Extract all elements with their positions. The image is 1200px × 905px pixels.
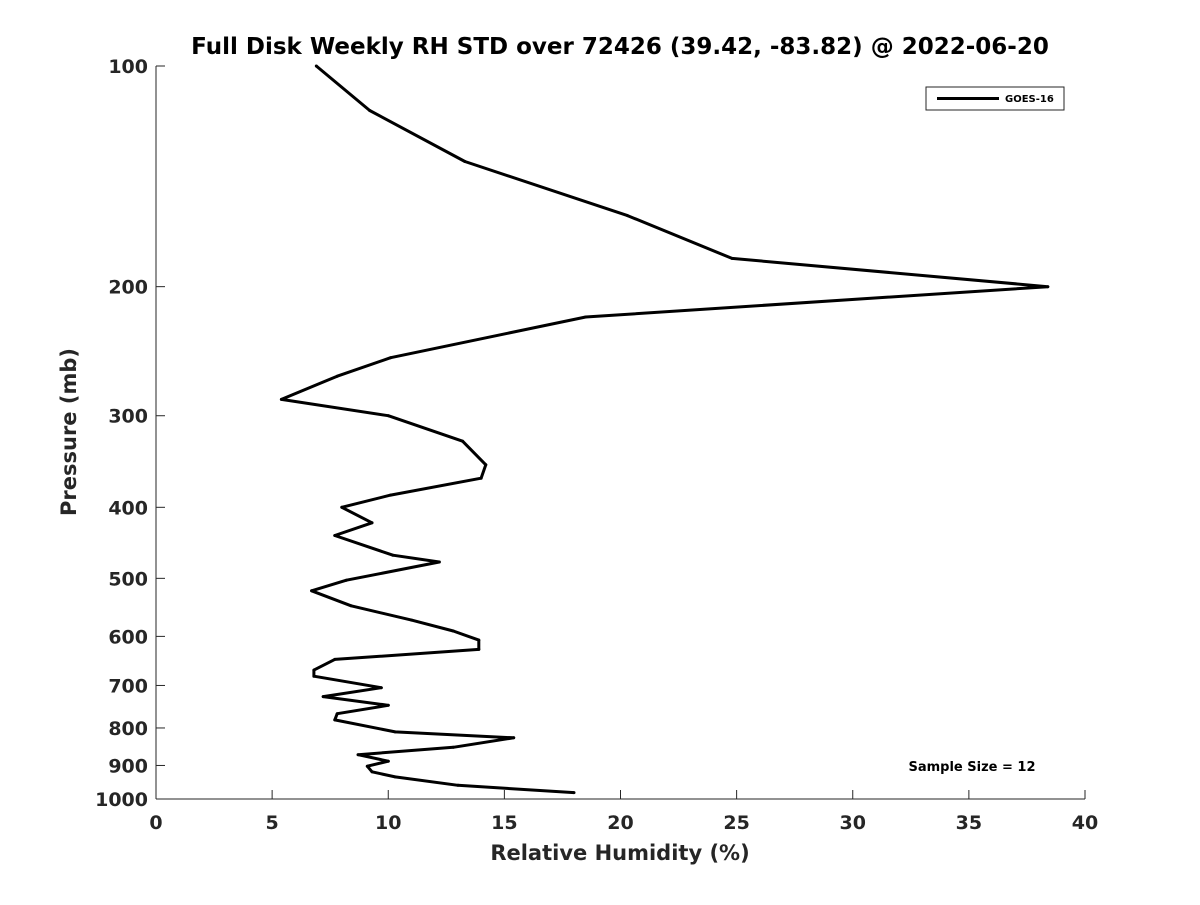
- data-point: [279, 397, 283, 401]
- data-point: [391, 553, 395, 557]
- x-tick-label: 25: [723, 812, 749, 834]
- sample-size-annotation: Sample Size = 12: [908, 760, 1035, 775]
- legend-label-goes-16: GOES-16: [1005, 94, 1054, 105]
- data-point: [479, 476, 483, 480]
- data-point: [321, 695, 325, 699]
- data-point: [584, 315, 588, 319]
- y-tick-label: 500: [108, 568, 148, 590]
- data-point: [484, 463, 488, 467]
- x-tick-label: 15: [491, 812, 517, 834]
- x-tick-label: 30: [840, 812, 866, 834]
- data-point: [437, 560, 441, 564]
- data-point: [477, 647, 481, 651]
- data-point: [335, 712, 339, 716]
- data-point: [730, 256, 734, 260]
- data-point: [312, 668, 316, 672]
- data-point: [333, 534, 337, 537]
- y-tick-label: 1000: [95, 789, 148, 811]
- data-point: [386, 414, 390, 418]
- data-point: [370, 521, 374, 525]
- data-point: [312, 674, 316, 678]
- legend: GOES-16: [925, 86, 1065, 111]
- data-point: [389, 493, 393, 497]
- data-point: [314, 64, 318, 68]
- data-point: [368, 109, 372, 112]
- data-point: [386, 703, 390, 707]
- data-point: [333, 657, 337, 661]
- data-point: [393, 730, 397, 734]
- y-tick-label: 600: [108, 626, 148, 648]
- data-point: [333, 718, 337, 722]
- x-axis-label: Relative Humidity (%): [490, 841, 749, 865]
- y-ticks: 100 200 300 400 500 600 700 800 900 1000: [95, 56, 165, 811]
- y-tick-label: 400: [108, 497, 148, 519]
- x-tick-label: 35: [956, 812, 982, 834]
- y-tick-label: 900: [108, 755, 148, 777]
- plot-area: 0 5 10 15 20 25 30 35 40 100 200 300 400 500 600 700 80…: [95, 56, 1098, 834]
- data-point: [393, 775, 397, 779]
- data-point: [379, 686, 383, 690]
- y-tick-label: 300: [108, 406, 148, 428]
- data-point: [410, 618, 413, 622]
- data-point: [335, 374, 339, 378]
- series-points: [279, 64, 1050, 795]
- data-point: [461, 439, 465, 443]
- x-ticks: 0 5 10 15 20 25 30 35 40: [149, 790, 1098, 834]
- y-axis-label: Pressure (mb): [57, 348, 81, 516]
- data-point: [572, 791, 576, 795]
- data-point: [370, 770, 374, 774]
- series-goes-16-line: [279, 64, 1050, 795]
- y-tick-label: 700: [108, 675, 148, 697]
- data-point: [356, 753, 360, 757]
- x-tick-label: 20: [607, 812, 633, 834]
- data-point: [512, 736, 516, 740]
- x-tick-label: 10: [375, 812, 401, 834]
- data-point: [344, 578, 348, 582]
- data-point: [349, 604, 353, 608]
- y-tick-label: 100: [108, 56, 148, 78]
- data-point: [626, 214, 629, 218]
- data-point: [451, 629, 455, 633]
- data-point: [456, 783, 460, 787]
- data-point: [389, 356, 393, 360]
- data-point: [451, 745, 455, 749]
- data-point: [310, 589, 314, 593]
- x-tick-label: 5: [266, 812, 279, 834]
- y-tick-label: 800: [108, 718, 148, 740]
- data-point: [1046, 285, 1050, 289]
- data-point: [477, 638, 481, 642]
- x-tick-label: 0: [149, 812, 162, 834]
- data-point: [365, 764, 369, 768]
- y-tick-label: 200: [108, 277, 148, 299]
- data-point: [340, 505, 344, 509]
- data-point: [386, 759, 390, 763]
- x-tick-label: 40: [1072, 812, 1098, 834]
- chart-title: Full Disk Weekly RH STD over 72426 (39.4…: [191, 34, 1049, 60]
- data-point: [463, 160, 467, 163]
